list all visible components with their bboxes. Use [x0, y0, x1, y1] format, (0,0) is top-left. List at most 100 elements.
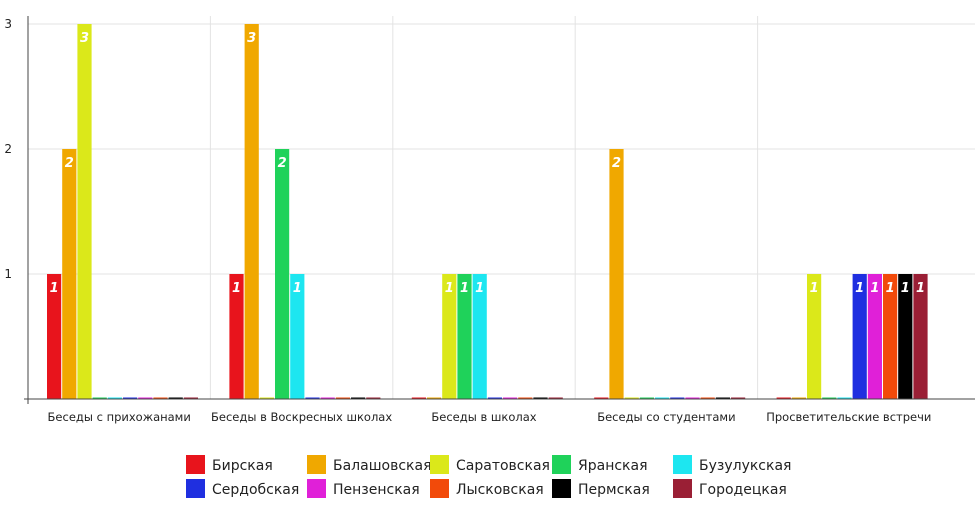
bar-value-label: 1 [475, 281, 484, 296]
y-tick-label: 3 [4, 17, 12, 31]
x-category-label: Беседы в школах [431, 410, 536, 424]
bar-zero [670, 397, 685, 399]
bar [867, 274, 882, 399]
bar-zero [487, 397, 502, 399]
bar [244, 24, 259, 399]
legend-label: Городецкая [699, 482, 787, 498]
bar-value-label: 2 [65, 156, 74, 171]
bar-zero [503, 397, 518, 399]
bar-value-label: 1 [916, 281, 925, 296]
y-tick-label: 2 [4, 142, 12, 156]
bar [457, 274, 472, 399]
bar [275, 149, 290, 399]
bar [62, 149, 77, 399]
bar-zero [837, 397, 852, 399]
bar-value-label: 1 [901, 281, 910, 296]
bar-zero [366, 397, 381, 399]
bar [913, 274, 928, 399]
legend-label: Бузулукская [699, 458, 791, 474]
bar [229, 274, 244, 399]
bar-value-label: 1 [460, 281, 469, 296]
bar-zero [715, 397, 730, 399]
bar-value-label: 1 [293, 281, 302, 296]
bar-zero [411, 397, 426, 399]
legend: Бирская Балашовская Саратовская Яранская Буз… [186, 455, 791, 498]
legend-label: Пензенская [333, 482, 420, 498]
legend-label: Яранская [578, 458, 648, 474]
bar-zero [533, 397, 548, 399]
bar-zero [685, 397, 700, 399]
bar-zero [335, 397, 350, 399]
bar-zero [351, 397, 366, 399]
bar-zero [183, 397, 198, 399]
y-tick-label: 1 [4, 267, 12, 281]
bar-zero [259, 397, 274, 399]
bar-value-label: 1 [50, 281, 59, 296]
bar-value-label: 2 [278, 156, 287, 171]
legend-swatch [552, 455, 571, 474]
bar [442, 274, 457, 399]
bar-zero [320, 397, 335, 399]
bar-zero [518, 397, 533, 399]
grid-layer [28, 16, 975, 399]
axis-layer: 1 2 3 Беседы с прихожанами Беседы в Воскресн… [4, 16, 975, 424]
legend-swatch [307, 455, 326, 474]
bar [472, 274, 487, 399]
bar [807, 274, 822, 399]
bar-zero [776, 397, 791, 399]
bar [852, 274, 867, 399]
legend-label: Пермская [578, 482, 650, 498]
bar-zero [731, 397, 746, 399]
x-category-label: Просветительские встречи [766, 410, 931, 424]
legend-label: Саратовская [456, 458, 550, 474]
bar-zero [305, 397, 320, 399]
x-category-label: Беседы с прихожанами [48, 410, 191, 424]
legend-label: Бирская [212, 458, 273, 474]
bar-zero [92, 397, 107, 399]
bar [883, 274, 898, 399]
bar-value-label: 1 [886, 281, 895, 296]
legend-swatch [307, 479, 326, 498]
legend-label: Балашовская [333, 458, 432, 474]
bar-zero [700, 397, 715, 399]
bar [290, 274, 305, 399]
bar-zero [138, 397, 153, 399]
bar-zero [822, 397, 837, 399]
bar [77, 24, 92, 399]
legend-swatch [430, 455, 449, 474]
bar-value-label: 1 [445, 281, 454, 296]
bar-zero [168, 397, 183, 399]
legend-label: Лысковская [456, 482, 544, 498]
bar [47, 274, 62, 399]
legend-label: Сердобская [212, 482, 299, 498]
bar [609, 149, 624, 399]
bar-value-label: 1 [232, 281, 241, 296]
bar-value-label: 1 [810, 281, 819, 296]
legend-swatch [186, 455, 205, 474]
bar-zero [655, 397, 670, 399]
legend-swatch [186, 479, 205, 498]
legend-swatch [673, 455, 692, 474]
bar-zero [624, 397, 639, 399]
bar-value-label: 2 [612, 156, 621, 171]
bar-zero [594, 397, 609, 399]
legend-swatch [552, 479, 571, 498]
bar-zero [548, 397, 563, 399]
bar [898, 274, 913, 399]
bar-zero [427, 397, 442, 399]
bar-zero [639, 397, 654, 399]
x-category-label: Беседы в Воскресных школах [211, 410, 392, 424]
bar-value-label: 3 [80, 31, 89, 46]
bar-value-label: 1 [870, 281, 879, 296]
bar-value-label: 3 [247, 31, 256, 46]
x-category-label: Беседы со студентами [597, 410, 735, 424]
bar-zero [791, 397, 806, 399]
bar-zero [107, 397, 122, 399]
bar-zero [123, 397, 138, 399]
legend-swatch [430, 479, 449, 498]
bar-value-label: 1 [855, 281, 864, 296]
bar-zero [153, 397, 168, 399]
